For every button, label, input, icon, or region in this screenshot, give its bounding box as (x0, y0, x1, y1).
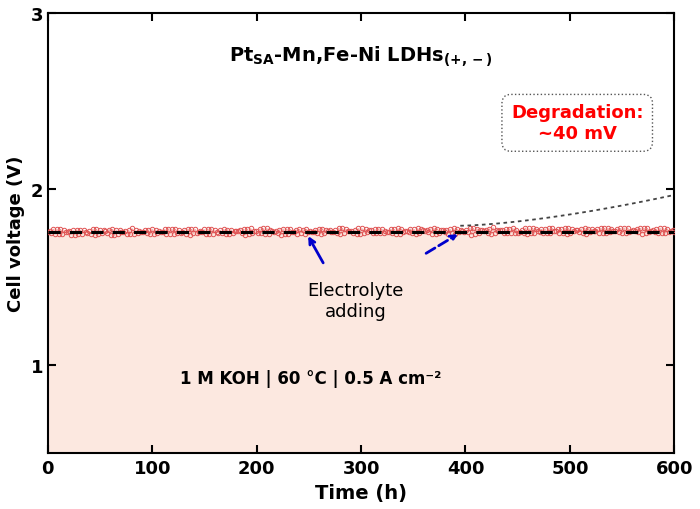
Y-axis label: Cell voltage (V): Cell voltage (V) (7, 155, 25, 312)
X-axis label: Time (h): Time (h) (315, 483, 407, 502)
Text: Electrolyte
adding: Electrolyte adding (308, 281, 404, 320)
Text: Degradation:
~40 mV: Degradation: ~40 mV (511, 104, 643, 143)
Text: 1 M KOH | 60 °C | 0.5 A cm⁻²: 1 M KOH | 60 °C | 0.5 A cm⁻² (181, 369, 442, 387)
Text: Pt$_{\mathregular{SA}}$-Mn,Fe-Ni LDHs$_{\mathregular{(+,-)}}$: Pt$_{\mathregular{SA}}$-Mn,Fe-Ni LDHs$_{… (229, 45, 493, 69)
